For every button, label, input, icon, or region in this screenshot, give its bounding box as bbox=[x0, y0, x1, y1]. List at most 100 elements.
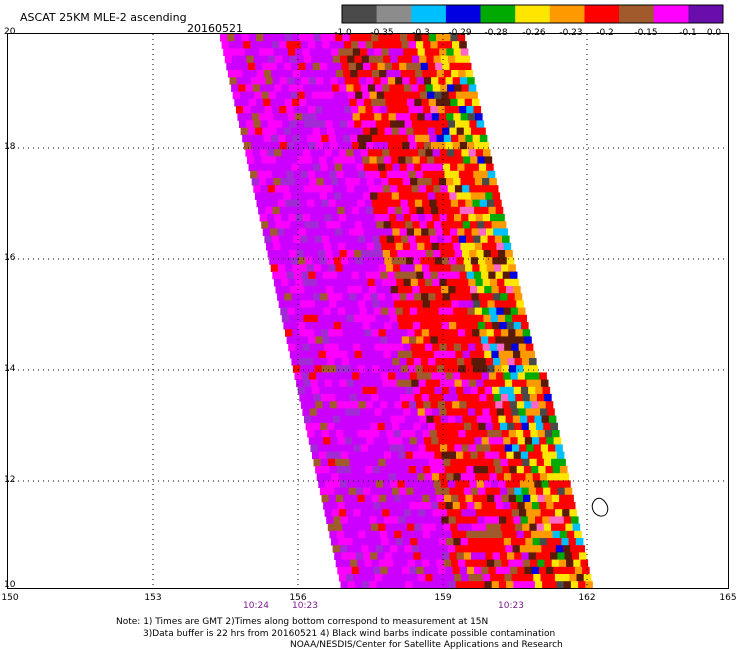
swath-cell bbox=[450, 523, 458, 532]
swath-cell bbox=[515, 394, 523, 402]
swath-cell bbox=[400, 365, 409, 373]
swath-cell bbox=[500, 422, 508, 431]
swath-cell bbox=[412, 415, 420, 424]
swath-cell bbox=[332, 545, 341, 553]
swath-cell bbox=[412, 55, 420, 64]
swath-cell bbox=[349, 293, 357, 301]
lon-label-153: 153 bbox=[144, 593, 162, 603]
swath-cell bbox=[498, 286, 507, 294]
swath-cell bbox=[523, 530, 532, 539]
swath-cell bbox=[440, 415, 449, 424]
swath-cell bbox=[492, 192, 501, 200]
swath-cell bbox=[496, 408, 505, 416]
swath-cell bbox=[415, 70, 423, 78]
swath-cell bbox=[491, 350, 499, 359]
swath-cell bbox=[484, 156, 493, 164]
swath-cell bbox=[418, 84, 426, 92]
swath-cell bbox=[476, 314, 484, 323]
swath-cell bbox=[335, 559, 344, 568]
swath-cell bbox=[259, 113, 267, 121]
colorbar-segment bbox=[342, 5, 378, 23]
colorbar-label: 0.0 bbox=[706, 28, 722, 38]
swath-cell bbox=[339, 545, 348, 553]
colorbar-label: -0.15 bbox=[634, 28, 658, 38]
swath-cell bbox=[255, 62, 263, 71]
swath-cell bbox=[395, 113, 404, 121]
swath-cell bbox=[294, 372, 303, 380]
swath-cell bbox=[514, 487, 522, 496]
swath-cell bbox=[321, 300, 330, 308]
swath-cell bbox=[239, 91, 248, 100]
swath-cell bbox=[287, 77, 295, 85]
swath-cell bbox=[453, 473, 462, 481]
swath-cell bbox=[517, 502, 526, 510]
swath-cell bbox=[433, 120, 441, 128]
swath-cell bbox=[450, 458, 458, 467]
swath-cell bbox=[395, 77, 403, 85]
swath-cell bbox=[362, 221, 370, 229]
swath-cell bbox=[275, 120, 283, 128]
swath-cell bbox=[550, 487, 558, 496]
swath-cell bbox=[370, 62, 378, 71]
swath-cell bbox=[270, 98, 278, 107]
swath-cell bbox=[377, 192, 385, 200]
swath-cell bbox=[319, 451, 327, 460]
swath-cell bbox=[254, 91, 262, 100]
swath-cell bbox=[295, 278, 304, 287]
swath-cell bbox=[296, 314, 304, 323]
swath-cell bbox=[483, 379, 491, 388]
swath-cell bbox=[284, 34, 293, 42]
swath-cell bbox=[413, 552, 421, 560]
swath-cell bbox=[521, 552, 529, 560]
swath-cell bbox=[323, 502, 331, 510]
swath-cell bbox=[562, 509, 570, 517]
footnote-line-2: 3)Data buffer is 22 hrs from 20160521 4)… bbox=[143, 629, 556, 639]
swath-cell bbox=[338, 408, 346, 416]
swath-cell bbox=[478, 552, 486, 560]
swath-cell bbox=[273, 242, 281, 251]
swath-cell bbox=[361, 415, 370, 424]
swath-cell bbox=[431, 77, 439, 85]
swath-cell bbox=[468, 379, 477, 388]
swath-cell bbox=[369, 581, 377, 589]
swath-cell bbox=[501, 430, 510, 438]
swath-cell bbox=[286, 235, 294, 244]
swath-cell bbox=[292, 329, 300, 337]
swath-cell bbox=[426, 286, 435, 294]
swath-cell bbox=[419, 120, 427, 128]
swath-cell bbox=[378, 228, 386, 236]
swath-cell bbox=[465, 300, 474, 308]
swath-cell bbox=[540, 444, 549, 452]
swath-cell bbox=[254, 156, 262, 164]
swath-cell bbox=[467, 178, 476, 186]
swath-cell bbox=[576, 574, 585, 582]
swath-cell bbox=[349, 458, 358, 467]
swath-cell bbox=[445, 77, 454, 85]
swath-cell bbox=[249, 70, 258, 78]
swath-cell bbox=[406, 552, 414, 560]
swath-cell bbox=[370, 257, 378, 265]
swath-cell bbox=[396, 84, 405, 92]
lon-label-159: 159 bbox=[434, 593, 452, 603]
swath-cell bbox=[474, 502, 482, 510]
swath-cell bbox=[333, 516, 341, 524]
swath-cell bbox=[459, 142, 468, 150]
swath-cell bbox=[354, 221, 363, 229]
swath-cell bbox=[271, 134, 279, 143]
swath-cell bbox=[380, 271, 388, 280]
swath-cell bbox=[442, 228, 451, 236]
swath-cell bbox=[306, 199, 315, 208]
swath-cell bbox=[467, 502, 475, 510]
swath-cell bbox=[335, 34, 343, 42]
swath-cell bbox=[354, 581, 363, 589]
swath-cell bbox=[331, 113, 339, 121]
swath-cell bbox=[313, 329, 322, 337]
swath-cell bbox=[270, 34, 278, 42]
swath-cell bbox=[432, 149, 441, 157]
swath-cell bbox=[406, 257, 414, 265]
swath-cell bbox=[340, 415, 348, 424]
swath-cell bbox=[320, 422, 328, 431]
swath-cell bbox=[305, 192, 313, 200]
swath-cell bbox=[476, 545, 485, 553]
swath-cell bbox=[253, 55, 262, 64]
